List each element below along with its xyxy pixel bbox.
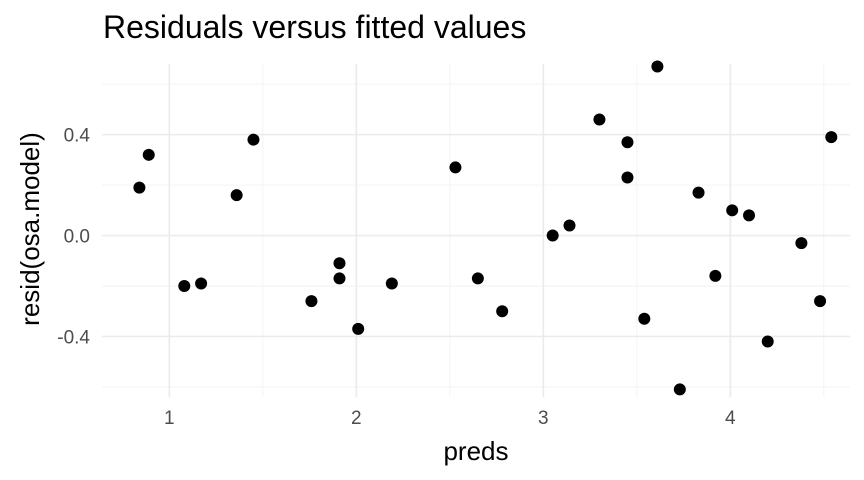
data-point	[709, 269, 722, 282]
data-point	[673, 383, 686, 396]
x-tick-label: 4	[725, 408, 736, 429]
data-point	[814, 295, 827, 308]
x-axis-title: preds	[443, 436, 508, 466]
data-point	[825, 131, 838, 144]
data-point	[195, 277, 208, 290]
x-axis-ticks: 1 2 3 4	[164, 408, 736, 429]
data-point	[352, 322, 365, 335]
data-point	[546, 229, 559, 242]
data-point	[142, 148, 155, 161]
x-tick-label: 1	[164, 408, 175, 429]
data-point	[178, 280, 191, 292]
data-point	[385, 277, 398, 290]
data-point	[133, 181, 146, 194]
data-point	[621, 171, 634, 184]
y-axis-title: resid(osa.model)	[15, 132, 45, 326]
data-point	[621, 136, 634, 149]
data-point	[651, 60, 664, 73]
data-point	[333, 257, 346, 270]
data-point	[593, 113, 606, 126]
data-point	[795, 237, 808, 250]
data-point	[305, 295, 318, 308]
data-point	[333, 272, 346, 285]
grid	[102, 64, 850, 397]
data-point	[743, 209, 756, 222]
data-point	[692, 186, 705, 199]
data-points	[133, 60, 838, 396]
x-tick-label: 3	[538, 408, 549, 429]
data-point	[449, 161, 462, 174]
data-point	[230, 189, 243, 202]
data-point	[563, 219, 576, 232]
data-point	[761, 335, 774, 348]
y-tick-label: -0.4	[57, 327, 90, 348]
y-tick-label: 0.4	[64, 126, 91, 147]
data-point	[726, 204, 739, 217]
chart-title: Residuals versus fitted values	[103, 9, 526, 45]
y-axis-ticks: -0.4 0.0 0.4	[57, 126, 90, 349]
data-point	[638, 312, 651, 325]
x-tick-label: 2	[351, 408, 362, 429]
y-tick-label: 0.0	[64, 227, 90, 248]
data-point	[496, 305, 509, 318]
data-point	[471, 272, 484, 285]
data-point	[247, 133, 260, 146]
